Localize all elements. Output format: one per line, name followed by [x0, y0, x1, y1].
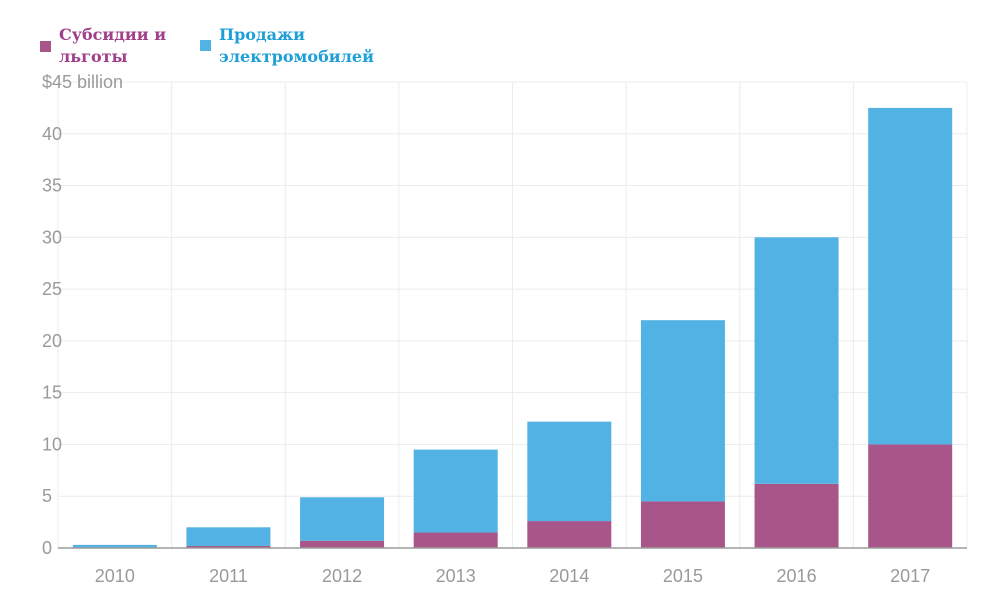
x-tick-label: 2017 [890, 566, 930, 586]
bar-subsidies [868, 444, 953, 548]
x-tick-label: 2015 [663, 566, 703, 586]
bar-subsidies [527, 521, 612, 548]
y-tick-label: 15 [42, 383, 62, 403]
y-tick-label: 25 [42, 279, 62, 299]
y-tick-label: 35 [42, 176, 62, 196]
bar-subsidies [640, 501, 725, 548]
bar-subsidies [186, 545, 271, 548]
x-tick-label: 2010 [95, 566, 135, 586]
x-tick-label: 2014 [549, 566, 589, 586]
bar-sales [186, 527, 271, 546]
y-tick-label: 20 [42, 331, 62, 351]
bar-sales [527, 421, 612, 522]
y-tick-label: 40 [42, 124, 62, 144]
x-tick-label: 2011 [209, 566, 248, 586]
y-tick-label: 10 [42, 434, 62, 454]
bar-subsidies [413, 532, 498, 548]
y-tick-label: 5 [42, 486, 52, 506]
bar-subsidies [300, 540, 385, 548]
bar-sales [754, 237, 839, 484]
bar-subsidies [754, 483, 839, 548]
y-tick-label: $45 billion [42, 72, 123, 92]
bar-sales [413, 449, 498, 533]
x-tick-label: 2016 [777, 566, 817, 586]
legend: Субсидии и льготы Продажи электромобилей [40, 24, 399, 68]
x-tick-label: 2013 [436, 566, 476, 586]
legend-item-sales[interactable]: Продажи электромобилей [194, 24, 399, 68]
y-tick-label: 30 [42, 227, 62, 247]
bar-sales [640, 320, 725, 502]
legend-item-subsidies[interactable]: Субсидии и льготы [40, 24, 184, 68]
legend-label-subsidies: Субсидии и льготы [59, 25, 167, 66]
legend-swatch-sales [200, 40, 211, 51]
x-tick-label: 2012 [322, 566, 362, 586]
bar-sales [300, 497, 385, 541]
bar-sales [72, 544, 157, 548]
y-tick-label: 0 [42, 538, 52, 558]
legend-swatch-subsidies [40, 41, 51, 52]
bar-sales [868, 107, 953, 445]
legend-label-sales: Продажи электромобилей [219, 25, 374, 66]
